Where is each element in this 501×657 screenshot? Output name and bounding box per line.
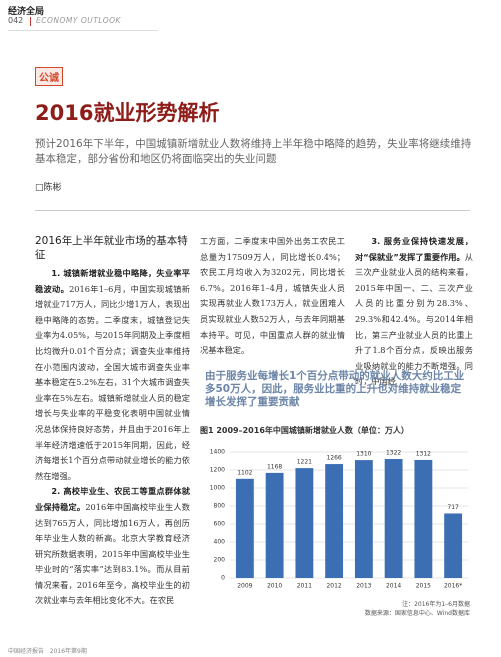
note: 注：2016年为1–6月数据 bbox=[402, 601, 470, 608]
rule bbox=[35, 210, 470, 211]
author: □陈彬 bbox=[35, 183, 62, 193]
value-label: 1221 bbox=[297, 459, 312, 466]
paragraph-lead: 1. 城镇新增就业稳中略降，失业率平稳波动。 bbox=[35, 268, 190, 294]
x-tick-label: 2014 bbox=[386, 583, 401, 590]
y-tick-label: 1200 bbox=[210, 467, 225, 474]
x-tick-label: 2009 bbox=[237, 583, 252, 590]
paragraph-text: 2016年中国高校毕业生人数达到765万人，同比增加16万人，再创历年毕业生人数… bbox=[35, 501, 190, 606]
paragraph: 3. 服务业保持快速发展，对“保就业”发挥了重要作用。从三次产业就业人员的结构来… bbox=[355, 234, 473, 390]
pull-quote: 由于服务业每增长1个百分点带动的就业人数大约比工业多50万人，因此，服务业比重的… bbox=[205, 370, 465, 408]
bar bbox=[414, 459, 433, 578]
value-label: 717 bbox=[447, 504, 459, 511]
paragraph: 1. 城镇新增就业稳中略降，失业率平稳波动。2016年1–6月，中国实现城镇新增… bbox=[35, 266, 190, 484]
paragraph-text: 从三次产业就业人员的结构来看，2015年中国一、二、三次产业人员的比重分别为28… bbox=[355, 251, 473, 387]
lead: 预计2016年下半年，中国城镇新增就业人数将维持上半年稳中略降的趋势，失业率将继… bbox=[35, 138, 472, 165]
value-label: 1322 bbox=[386, 450, 401, 457]
y-tick-label: 200 bbox=[214, 557, 226, 564]
y-tick-label: 800 bbox=[214, 503, 226, 510]
header-rule bbox=[8, 30, 158, 31]
bar bbox=[384, 459, 403, 578]
bar bbox=[444, 513, 463, 578]
footer: 中国经济报告 2016年第9期 bbox=[8, 646, 87, 655]
figure-title: 图1 2009–2016年中国城镇新增就业人数（单位：万人） bbox=[200, 426, 409, 435]
column-3: 3. 服务业保持快速发展，对“保就业”发挥了重要作用。从三次产业就业人员的结构来… bbox=[355, 234, 473, 390]
notes: 注：2016年为1–6月数据 数据来源：国家信息中心、Wind数据库 bbox=[300, 600, 470, 618]
chart: 0 200 400 600 800 1000 1200 1400 2009 1102 2010 116… bbox=[210, 449, 468, 590]
bar bbox=[354, 460, 373, 578]
column-2: 工方面，二季度末中国外出务工农民工总量为17509万人，同比增长0.4%；农民工… bbox=[200, 236, 345, 356]
note: 数据来源：国家信息中心、Wind数据库 bbox=[364, 610, 470, 617]
value-label: 1266 bbox=[326, 455, 341, 462]
bar bbox=[325, 464, 344, 578]
author-name: 陈彬 bbox=[43, 183, 62, 193]
bar bbox=[235, 478, 254, 578]
value-label: 1168 bbox=[267, 463, 282, 470]
value-label: 1102 bbox=[237, 469, 252, 476]
x-tick-label: 2015 bbox=[416, 583, 431, 590]
x-tick-label: 2011 bbox=[297, 583, 312, 590]
bar bbox=[265, 472, 284, 578]
issue: 2016年第9期 bbox=[49, 648, 87, 655]
value-label: 1312 bbox=[416, 450, 431, 457]
x-tick-label: 2016* bbox=[444, 583, 462, 590]
y-tick-label: 1000 bbox=[210, 485, 225, 492]
page-number: 042 bbox=[8, 16, 24, 25]
y-tick-label: 600 bbox=[214, 521, 226, 528]
x-tick-label: 2010 bbox=[267, 583, 282, 590]
brand: 经济全局 bbox=[8, 7, 45, 17]
tag: 公诚 bbox=[35, 67, 63, 86]
y-tick-label: 400 bbox=[214, 539, 226, 546]
section-label: ECONOMY OUTLOOK bbox=[36, 16, 121, 25]
y-tick-label: 0 bbox=[221, 575, 225, 582]
title: 2016就业形势解析 bbox=[35, 101, 220, 125]
magazine: 中国经济报告 bbox=[8, 648, 45, 655]
y-tick-label: 1400 bbox=[210, 449, 225, 456]
column-1: 1. 城镇新增就业稳中略降，失业率平稳波动。2016年1–6月，中国实现城镇新增… bbox=[35, 266, 190, 609]
section-heading: 2016年上半年就业市场的基本特征 bbox=[35, 235, 188, 261]
paragraph-text: 2016年1–6月，中国实现城镇新增就业717万人，同比少增1万人，表现出稳中略… bbox=[35, 283, 190, 481]
x-tick-label: 2013 bbox=[356, 583, 371, 590]
paragraph: 2. 高校毕业生、农民工等重点群体就业保持稳定。2016年中国高校毕业生人数达到… bbox=[35, 484, 190, 609]
divider bbox=[30, 17, 31, 26]
paragraph-lead: 2. 高校毕业生、农民工等重点群体就业保持稳定。 bbox=[35, 486, 190, 512]
paragraph-lead: 3. 服务业保持快速发展，对“保就业”发挥了重要作用。 bbox=[355, 236, 473, 262]
bar bbox=[295, 468, 314, 578]
value-label: 1310 bbox=[356, 451, 371, 458]
x-tick-label: 2012 bbox=[326, 583, 341, 590]
